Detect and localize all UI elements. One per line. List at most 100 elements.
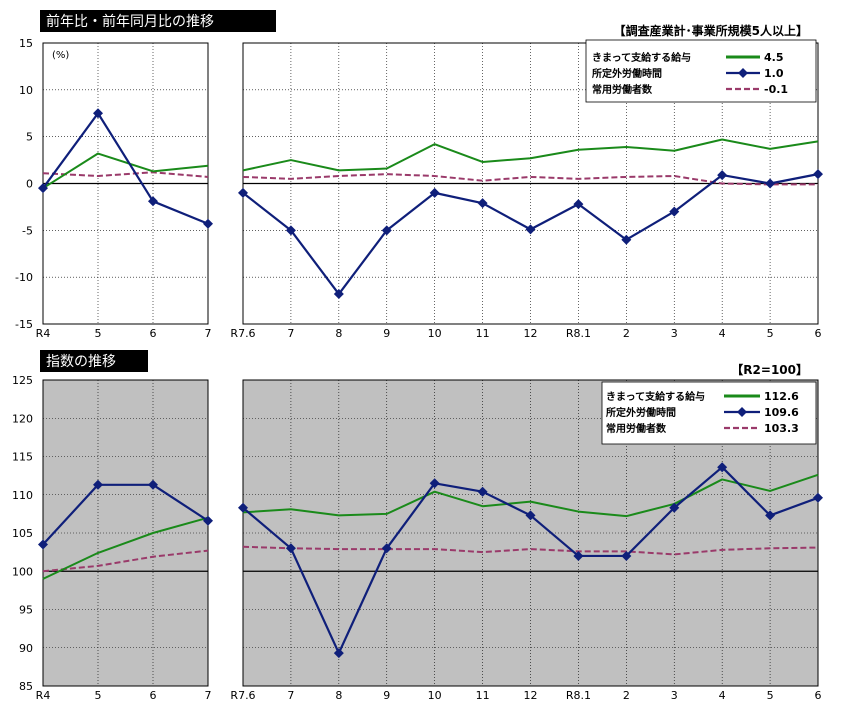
data-point-hours bbox=[573, 199, 584, 210]
data-point-hours bbox=[477, 198, 488, 209]
legend-label: 常用労働者数 bbox=[606, 422, 667, 435]
unit-label: (%) bbox=[52, 50, 69, 61]
y-tick-label: 120 bbox=[12, 412, 33, 425]
data-point-hours bbox=[717, 462, 728, 473]
legend-value: 109.6 bbox=[764, 406, 799, 419]
series-line-employ bbox=[242, 545, 819, 556]
data-point-hours bbox=[669, 206, 680, 217]
legend-value: 103.3 bbox=[764, 422, 799, 435]
y-tick-label: 0 bbox=[26, 178, 33, 191]
data-point-hours bbox=[573, 550, 584, 561]
data-point-hours bbox=[333, 289, 344, 300]
data-point-hours bbox=[429, 187, 440, 198]
y-tick-label: -5 bbox=[22, 224, 33, 237]
x-tick-label: 4 bbox=[719, 689, 726, 702]
data-point-hours bbox=[525, 510, 536, 521]
series-line-employ bbox=[42, 171, 209, 178]
series-line-hours bbox=[42, 112, 209, 225]
y-tick-label: 115 bbox=[12, 451, 33, 464]
chart-title-box bbox=[40, 10, 276, 32]
data-point-hours bbox=[333, 648, 344, 659]
x-tick-label: 5 bbox=[95, 689, 102, 702]
x-tick-label: 7 bbox=[205, 327, 212, 340]
data-point-hours bbox=[93, 479, 103, 490]
data-point-hours bbox=[238, 187, 248, 198]
data-point-hours bbox=[285, 225, 296, 236]
y-tick-label: 110 bbox=[12, 489, 33, 502]
x-tick-label: 10 bbox=[428, 689, 442, 702]
data-point-hours bbox=[477, 486, 488, 497]
legend-marker-hours bbox=[737, 407, 747, 417]
x-tick-label: 6 bbox=[815, 689, 822, 702]
series-line-wage bbox=[242, 473, 819, 518]
legend-value: 112.6 bbox=[764, 390, 799, 403]
chart-title-box bbox=[40, 350, 148, 372]
y-tick-label: -10 bbox=[15, 271, 33, 284]
x-tick-label: R8.1 bbox=[566, 689, 591, 702]
data-point-hours bbox=[621, 234, 632, 245]
data-point-hours bbox=[203, 515, 213, 526]
legend-label: 所定外労働時間 bbox=[592, 67, 662, 80]
monthly-panel-frame bbox=[242, 379, 819, 687]
data-point-hours bbox=[148, 196, 158, 207]
data-point-hours bbox=[38, 183, 48, 194]
x-tick-label: 7 bbox=[205, 689, 212, 702]
x-tick-label: 9 bbox=[383, 689, 390, 702]
legend-label: きまって支給する給与 bbox=[606, 390, 705, 403]
x-tick-label: R4 bbox=[36, 689, 51, 702]
x-tick-label: 11 bbox=[476, 689, 490, 702]
y-tick-label: 5 bbox=[26, 131, 33, 144]
series-line-employ bbox=[42, 549, 209, 573]
x-tick-label: 12 bbox=[524, 327, 538, 340]
x-tick-label: 6 bbox=[150, 689, 157, 702]
legend-label: 常用労働者数 bbox=[592, 83, 653, 96]
y-tick-label: 100 bbox=[12, 565, 33, 578]
legend-marker-hours bbox=[738, 68, 748, 78]
x-tick-label: R4 bbox=[36, 327, 51, 340]
data-point-hours bbox=[813, 169, 823, 180]
data-point-hours bbox=[717, 170, 728, 181]
x-tick-label: R7.6 bbox=[230, 327, 255, 340]
annual-panel-frame bbox=[42, 379, 209, 687]
x-tick-label: 6 bbox=[815, 327, 822, 340]
data-point-hours bbox=[525, 224, 536, 235]
chart-note: 【R2=100】 bbox=[731, 362, 808, 377]
data-point-hours bbox=[765, 178, 776, 189]
data-point-hours bbox=[148, 479, 158, 490]
chart-title: 指数の推移 bbox=[46, 354, 116, 370]
x-tick-label: 8 bbox=[335, 689, 342, 702]
y-tick-label: 125 bbox=[12, 374, 33, 387]
legend-label: きまって支給する給与 bbox=[592, 51, 691, 64]
x-tick-label: R7.6 bbox=[230, 689, 255, 702]
x-tick-label: 2 bbox=[623, 689, 630, 702]
data-point-hours bbox=[765, 510, 776, 521]
y-tick-label: 15 bbox=[19, 37, 33, 50]
series-line-employ bbox=[242, 173, 818, 186]
x-tick-label: 4 bbox=[719, 327, 726, 340]
data-point-hours bbox=[429, 478, 440, 489]
series-line-hours bbox=[42, 483, 209, 546]
data-point-hours bbox=[238, 502, 248, 513]
chart-note: 【調査産業計･事業所規模5人以上】 bbox=[614, 23, 808, 38]
x-tick-label: R8.1 bbox=[566, 327, 591, 340]
legend-value: 4.5 bbox=[764, 51, 784, 64]
x-tick-label: 7 bbox=[287, 689, 294, 702]
y-tick-label: 10 bbox=[19, 84, 33, 97]
data-point-hours bbox=[813, 492, 823, 503]
data-point-hours bbox=[203, 218, 213, 229]
legend-value: 1.0 bbox=[764, 67, 784, 80]
y-tick-label: 105 bbox=[12, 527, 33, 540]
x-tick-label: 3 bbox=[671, 327, 678, 340]
legend-box bbox=[585, 39, 817, 103]
legend-value: -0.1 bbox=[764, 83, 788, 96]
x-tick-label: 12 bbox=[524, 689, 538, 702]
data-point-hours bbox=[93, 108, 103, 119]
chart-title: 前年比・前年同月比の推移 bbox=[46, 13, 214, 30]
y-tick-label: 95 bbox=[19, 604, 33, 617]
data-point-hours bbox=[381, 225, 392, 236]
y-tick-label: 90 bbox=[19, 642, 33, 655]
series-line-wage bbox=[242, 138, 819, 172]
series-line-wage bbox=[42, 516, 209, 580]
x-tick-label: 6 bbox=[150, 327, 157, 340]
